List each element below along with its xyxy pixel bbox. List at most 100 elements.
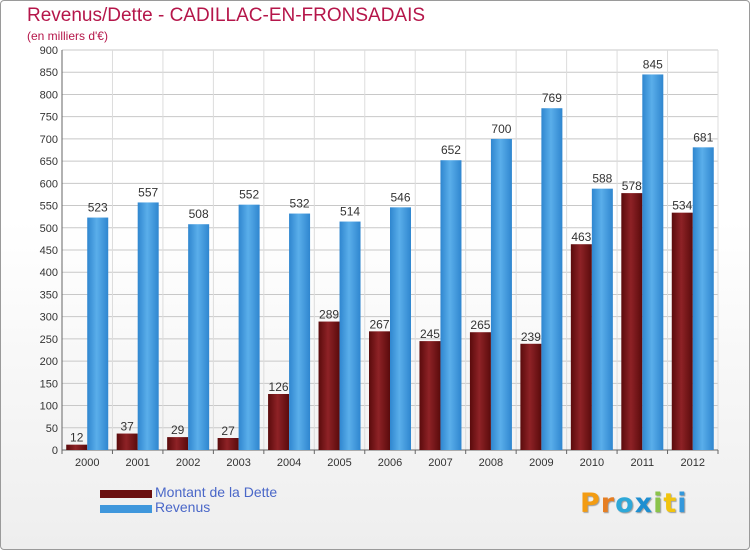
value-label-revenus-2007: 652 xyxy=(441,143,461,157)
y-tick-label: 500 xyxy=(40,223,58,235)
y-tick-label: 600 xyxy=(40,178,58,190)
x-tick-label: 2005 xyxy=(327,457,351,469)
bar-dette-2000 xyxy=(66,444,88,450)
y-tick-label: 300 xyxy=(40,312,58,324)
bar-dette-2002 xyxy=(167,437,189,450)
bar-revenus-2006 xyxy=(390,207,411,450)
y-tick-label: 150 xyxy=(40,378,58,390)
logo-letter: r xyxy=(600,488,616,519)
value-label-dette-2001: 37 xyxy=(121,420,135,434)
value-label-revenus-2006: 546 xyxy=(390,190,410,204)
value-label-dette-2006: 267 xyxy=(369,317,389,331)
x-tick-label: 2009 xyxy=(529,457,553,469)
bar-dette-2008 xyxy=(469,332,491,450)
y-tick-label: 900 xyxy=(40,45,58,57)
bar-dette-2012 xyxy=(671,212,693,450)
bar-dette-2010 xyxy=(570,244,592,450)
value-label-revenus-2009: 769 xyxy=(542,91,562,105)
bar-revenus-2003 xyxy=(238,204,260,450)
y-tick-label: 650 xyxy=(40,156,58,168)
x-tick-label: 2002 xyxy=(176,457,200,469)
x-tick-label: 2001 xyxy=(125,457,149,469)
x-tick-label: 2007 xyxy=(428,457,452,469)
legend-swatch-revenus xyxy=(100,505,152,513)
logo-letter: t xyxy=(663,488,678,519)
x-tick-label: 2004 xyxy=(277,457,301,469)
y-tick-label: 0 xyxy=(52,445,58,457)
bar-revenus-2012 xyxy=(692,147,714,451)
logo-letter: P xyxy=(580,488,601,519)
y-tick-label: 350 xyxy=(40,289,58,301)
legend-label-revenus: Revenus xyxy=(155,499,211,515)
chart-subtitle: (en milliers d'€) xyxy=(27,29,108,43)
value-label-dette-2007: 245 xyxy=(420,327,440,341)
bar-dette-2009 xyxy=(520,343,542,450)
value-label-revenus-2003: 552 xyxy=(239,188,259,202)
x-tick-label: 2012 xyxy=(681,457,705,469)
x-tick-label: 2008 xyxy=(479,457,503,469)
y-tick-label: 250 xyxy=(40,334,58,346)
bar-revenus-2002 xyxy=(188,224,210,450)
bars xyxy=(66,74,714,451)
value-label-dette-2012: 534 xyxy=(672,199,692,213)
logo-letter: x xyxy=(634,488,654,519)
bar-dette-2004 xyxy=(268,394,290,450)
x-tick-label: 2010 xyxy=(580,457,604,469)
bar-revenus-2004 xyxy=(289,213,311,450)
bar-revenus-2009 xyxy=(541,108,563,450)
value-label-revenus-2002: 508 xyxy=(189,207,209,221)
value-label-dette-2011: 578 xyxy=(622,179,642,193)
value-label-revenus-2008: 700 xyxy=(491,122,511,136)
bar-dette-2003 xyxy=(217,438,239,450)
value-label-dette-2009: 239 xyxy=(521,330,541,344)
y-tick-label: 50 xyxy=(46,423,58,435)
y-tick-label: 800 xyxy=(40,89,58,101)
value-label-dette-2000: 12 xyxy=(70,431,84,445)
bar-revenus-2007 xyxy=(440,160,462,450)
value-label-dette-2004: 126 xyxy=(269,380,289,394)
x-tick-label: 2000 xyxy=(75,457,99,469)
y-tick-label: 700 xyxy=(40,134,58,146)
value-label-dette-2008: 265 xyxy=(470,318,490,332)
bar-revenus-2011 xyxy=(642,74,664,450)
value-label-revenus-2010: 588 xyxy=(592,172,612,186)
bar-revenus-2000 xyxy=(87,217,109,450)
value-label-dette-2003: 27 xyxy=(221,424,235,438)
logo-letter: o xyxy=(615,488,635,519)
bar-dette-2011 xyxy=(621,193,643,450)
value-label-dette-2005: 289 xyxy=(319,308,339,322)
chart-title: Revenus/Dette - CADILLAC-EN-FRONSADAIS xyxy=(27,5,426,26)
y-tick-label: 200 xyxy=(40,356,58,368)
x-tick-label: 2003 xyxy=(226,457,250,469)
legend-label-dette: Montant de la Dette xyxy=(155,484,278,500)
bar-dette-2005 xyxy=(318,321,340,450)
value-label-dette-2002: 29 xyxy=(171,423,185,437)
value-label-revenus-2001: 557 xyxy=(138,185,158,199)
bar-revenus-2010 xyxy=(591,188,613,450)
y-tick-label: 550 xyxy=(40,201,58,213)
y-tick-label: 850 xyxy=(40,67,58,79)
y-tick-label: 450 xyxy=(40,245,58,257)
value-label-revenus-2005: 514 xyxy=(340,205,360,219)
x-tick-label: 2006 xyxy=(378,457,402,469)
logo-letter: i xyxy=(677,488,688,519)
value-label-revenus-2004: 532 xyxy=(290,197,310,211)
bar-revenus-2008 xyxy=(490,138,512,450)
value-label-dette-2010: 463 xyxy=(571,230,591,244)
value-label-revenus-2000: 523 xyxy=(88,201,108,215)
legend-swatch-dette xyxy=(100,490,152,498)
logo-letter: i xyxy=(653,488,664,519)
y-tick-label: 100 xyxy=(40,401,58,413)
bar-revenus-2001 xyxy=(137,202,159,450)
proxiti-logo: Proxiti xyxy=(580,488,690,524)
value-label-revenus-2012: 681 xyxy=(693,130,713,144)
bar-dette-2001 xyxy=(116,433,138,450)
value-labels: 12 523 37 557 29 508 27 552 126 532 289 514 267 546 24… xyxy=(70,57,714,444)
bar-dette-2006 xyxy=(369,331,390,450)
bar-dette-2007 xyxy=(419,341,441,450)
bar-revenus-2005 xyxy=(339,221,361,450)
y-tick-label: 400 xyxy=(40,267,58,279)
x-tick-label: 2011 xyxy=(630,457,654,469)
value-label-revenus-2011: 845 xyxy=(643,57,663,71)
